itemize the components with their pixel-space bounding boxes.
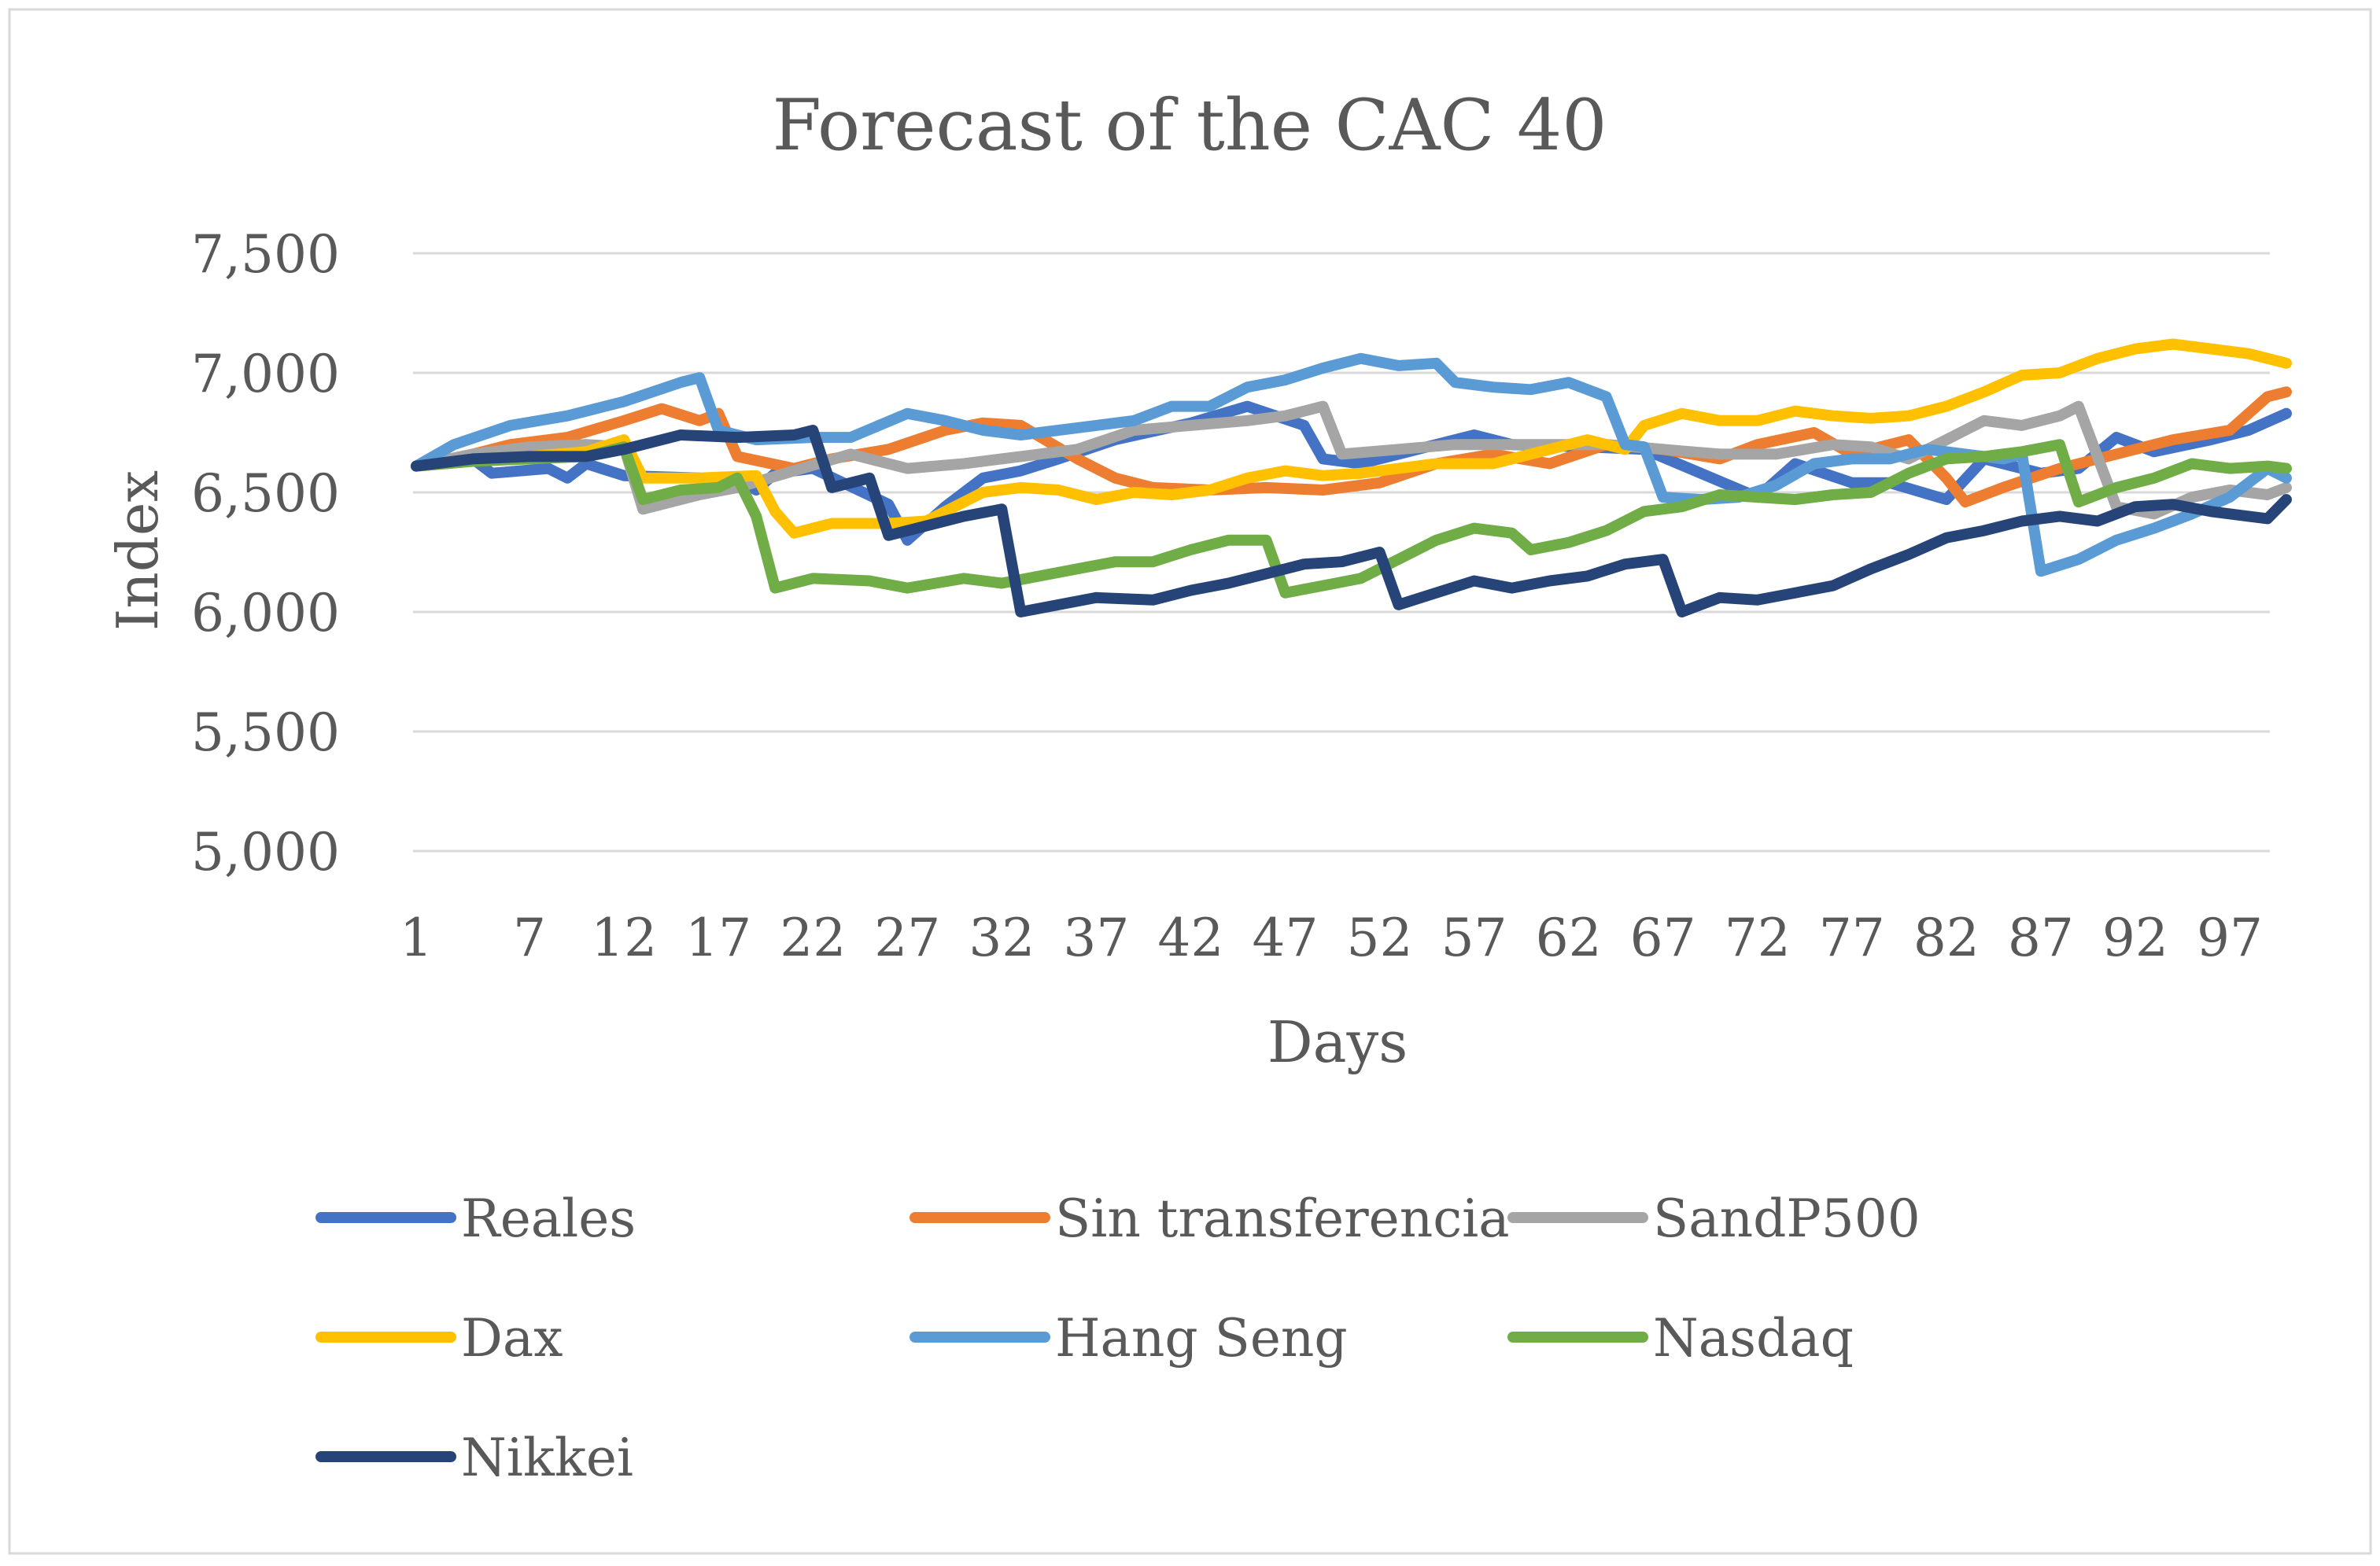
series-line-dax <box>411 338 2292 539</box>
x-tick-label: 57 <box>1441 908 1507 968</box>
y-tick-label: 7,500 <box>191 224 340 285</box>
x-tick-label: 82 <box>1913 908 1980 968</box>
x-tick-label: 22 <box>780 908 846 968</box>
y-axis-title: Index <box>105 470 171 631</box>
x-tick-label: 52 <box>1347 908 1413 968</box>
x-tick-label: 37 <box>1063 908 1129 968</box>
x-axis-title: Days <box>1267 1009 1408 1075</box>
x-axis-ticks: 1 7 12 17 22 27 32 37 42 47 52 57 62 67 72 77 82 87 92 97 <box>400 908 2263 968</box>
legend-label-hang-seng: Hang Seng <box>1055 1308 1348 1369</box>
x-tick-label: 87 <box>2008 908 2074 968</box>
x-tick-label: 77 <box>1819 908 1885 968</box>
x-tick-label: 1 <box>400 908 433 968</box>
x-tick-label: 27 <box>874 908 940 968</box>
series-lines <box>411 338 2292 617</box>
x-tick-label: 7 <box>513 908 546 968</box>
x-tick-label: 17 <box>685 908 751 968</box>
series-line-nasdaq <box>411 439 2292 599</box>
x-tick-label: 97 <box>2197 908 2263 968</box>
chart-border <box>8 8 2372 1555</box>
y-tick-label: 6,000 <box>191 583 340 643</box>
series-line-sandp500 <box>411 400 2292 520</box>
x-tick-label: 47 <box>1252 908 1318 968</box>
legend-label-nikkei: Nikkei <box>461 1428 633 1488</box>
x-tick-label: 72 <box>1725 908 1791 968</box>
legend: Reales Sin transferencia SandP500 Dax Hang S… <box>315 1188 1921 1488</box>
chart-title: Forecast of the CAC 40 <box>773 84 1607 167</box>
y-axis-ticks: 5,000 5,500 6,000 6,500 7,000 7,500 <box>191 224 340 882</box>
y-tick-label: 7,000 <box>191 344 340 404</box>
y-tick-label: 5,000 <box>191 822 340 882</box>
y-tick-label: 6,500 <box>191 463 340 524</box>
legend-label-sandp500: SandP500 <box>1653 1188 1921 1249</box>
x-tick-label: 32 <box>969 908 1035 968</box>
x-tick-label: 92 <box>2102 908 2168 968</box>
y-tick-label: 5,500 <box>191 702 340 763</box>
gridlines <box>413 252 2270 853</box>
x-tick-label: 12 <box>591 908 657 968</box>
legend-label-sin-transferencia: Sin transferencia <box>1055 1188 1510 1249</box>
legend-label-dax: Dax <box>461 1308 563 1369</box>
legend-label-reales: Reales <box>461 1188 636 1249</box>
x-tick-label: 62 <box>1536 908 1602 968</box>
series-line-nikkei <box>411 425 2292 617</box>
x-tick-label: 67 <box>1630 908 1696 968</box>
legend-label-nasdaq: Nasdaq <box>1653 1308 1854 1369</box>
x-tick-label: 42 <box>1157 908 1223 968</box>
